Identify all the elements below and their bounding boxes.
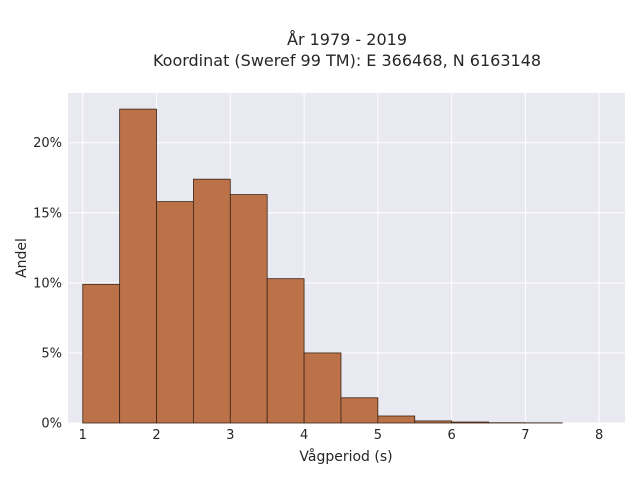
y-axis-label: Andel: [14, 238, 30, 278]
histogram-bar: [414, 420, 453, 424]
histogram-bar: [193, 178, 231, 424]
y-tick-label: 15%: [33, 206, 62, 221]
x-tick-label: 2: [152, 428, 160, 443]
chart-title: År 1979 - 2019: [287, 30, 407, 49]
y-tick-label: 10%: [33, 276, 62, 291]
y-tick-label: 20%: [33, 136, 62, 151]
histogram-bar: [119, 108, 157, 424]
y-tick-label: 0%: [41, 417, 62, 432]
bars: [82, 108, 563, 424]
histogram-bar: [229, 194, 268, 424]
histogram-bar: [377, 415, 416, 424]
histogram-bar: [303, 352, 342, 424]
x-tick-labels: 1 2 3 4 5 6 7 8: [79, 428, 604, 443]
x-axis-label: Vågperiod (s): [299, 448, 392, 465]
x-tick-label: 8: [595, 428, 603, 443]
chart-subtitle: Koordinat (Sweref 99 TM): E 366468, N 61…: [153, 51, 541, 70]
histogram-bar: [82, 283, 121, 424]
histogram-bar: [156, 201, 194, 424]
x-tick-label: 1: [79, 428, 87, 443]
x-tick-label: 6: [447, 428, 455, 443]
histogram-bar: [451, 421, 489, 424]
x-tick-label: 4: [300, 428, 308, 443]
x-tick-label: 3: [226, 428, 234, 443]
histogram-bar: [266, 278, 305, 424]
y-tick-labels: 0% 5% 10% 15% 20%: [33, 136, 62, 431]
y-tick-label: 5%: [41, 346, 62, 361]
histogram-bar: [340, 397, 379, 424]
x-tick-label: 5: [374, 428, 382, 443]
x-tick-label: 7: [521, 428, 529, 443]
